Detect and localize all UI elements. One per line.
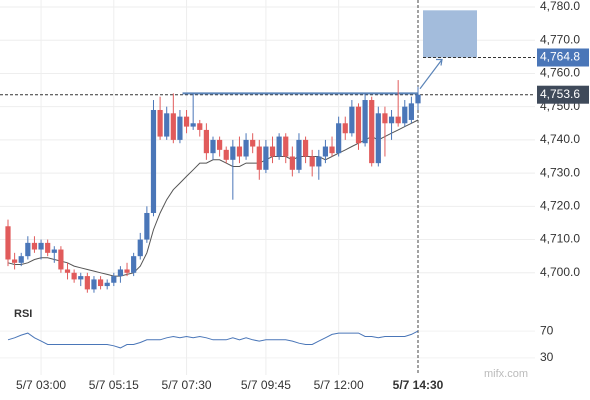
candle-body [276, 136, 282, 157]
rsi-title: RSI [14, 308, 32, 320]
candle-body [58, 249, 64, 270]
target-box [423, 10, 477, 58]
candle-body [382, 113, 388, 124]
candle-body [256, 146, 262, 170]
candle-body [78, 276, 84, 280]
y-tick-label: 4,770.0 [540, 32, 580, 46]
y-tick-label: 4,720.0 [540, 199, 580, 213]
candle-body [190, 123, 196, 127]
rsi-line [7, 330, 419, 349]
candle-body [283, 136, 289, 157]
y-tick-label: 4,780.0 [540, 0, 580, 13]
y-tick-label: 4,700.0 [540, 265, 580, 279]
x-tick-label: 5/7 03:00 [16, 378, 66, 392]
candle-body [124, 269, 130, 273]
candle-body [309, 156, 315, 167]
x-tick-label: 5/7 09:45 [241, 378, 291, 392]
candle-body [369, 100, 375, 164]
y-tick-label: 4,730.0 [540, 165, 580, 179]
x-tick-label: 5/7 12:00 [314, 378, 364, 392]
candle-body [144, 212, 150, 240]
candle-body [203, 129, 209, 154]
candle-body [12, 259, 18, 263]
candle-body [388, 116, 395, 124]
candle-body [25, 242, 31, 257]
candle-body [210, 139, 216, 154]
candle-body [289, 156, 295, 170]
candle-body [91, 279, 97, 290]
candle-body [64, 269, 71, 273]
level-label: 4,764.8 [540, 50, 580, 64]
target-arrow [419, 58, 443, 90]
candle-body [375, 113, 381, 164]
candle-body [355, 106, 362, 144]
candle-body [395, 116, 401, 124]
candle-body [243, 139, 249, 157]
x-tick-label: 5/7 14:30 [393, 378, 444, 392]
candle-body [117, 269, 124, 277]
candle-body [402, 106, 408, 124]
candle-body [223, 149, 229, 160]
candle-body [38, 242, 44, 250]
candle-body [296, 139, 302, 170]
candle-body [415, 94, 421, 104]
candle-body [342, 123, 348, 134]
x-tick-label: 5/7 07:30 [162, 378, 212, 392]
candle-body [217, 139, 223, 150]
y-tick-label: 4,760.0 [540, 66, 580, 80]
candle-body [177, 116, 183, 140]
candle-body [137, 239, 143, 257]
candle-body [316, 156, 322, 167]
candle-body [111, 276, 117, 283]
candle-body [183, 116, 190, 127]
y-tick-label: 4,710.0 [540, 232, 580, 246]
candle-body [84, 276, 90, 290]
candle-body [322, 146, 329, 157]
rsi-tick-label: 70 [540, 323, 554, 337]
candle-body [269, 146, 276, 157]
candle-body [97, 279, 104, 287]
x-tick-label: 5/7 05:15 [89, 378, 139, 392]
candle-body [197, 123, 203, 130]
candle-body [157, 109, 163, 137]
candle-body [170, 113, 176, 140]
candle-body [236, 146, 243, 157]
candle-body [164, 113, 170, 137]
level-tag [537, 85, 589, 104]
candle-body [18, 256, 24, 263]
rsi-tick-label: 30 [540, 350, 554, 364]
candle-body [5, 226, 11, 260]
candle-body [408, 103, 414, 120]
candle-body [302, 139, 309, 157]
candle-body [51, 249, 57, 253]
watermark: mifx.com [484, 368, 528, 380]
candle-body [263, 146, 269, 170]
candle-body [329, 146, 335, 154]
candle-body [336, 123, 342, 154]
candle-body [230, 146, 236, 160]
candle-body [250, 139, 256, 147]
candle-body [131, 256, 137, 273]
candle-body [362, 100, 368, 144]
candle-body [45, 242, 51, 253]
y-tick-label: 4,740.0 [540, 132, 580, 146]
candle-body [150, 109, 157, 213]
candle-body [104, 282, 110, 287]
candle-body [71, 272, 77, 280]
candle-body [349, 106, 355, 134]
candle-body [31, 242, 38, 250]
level-tag [537, 48, 589, 67]
level-label: 4,753.6 [540, 87, 580, 101]
